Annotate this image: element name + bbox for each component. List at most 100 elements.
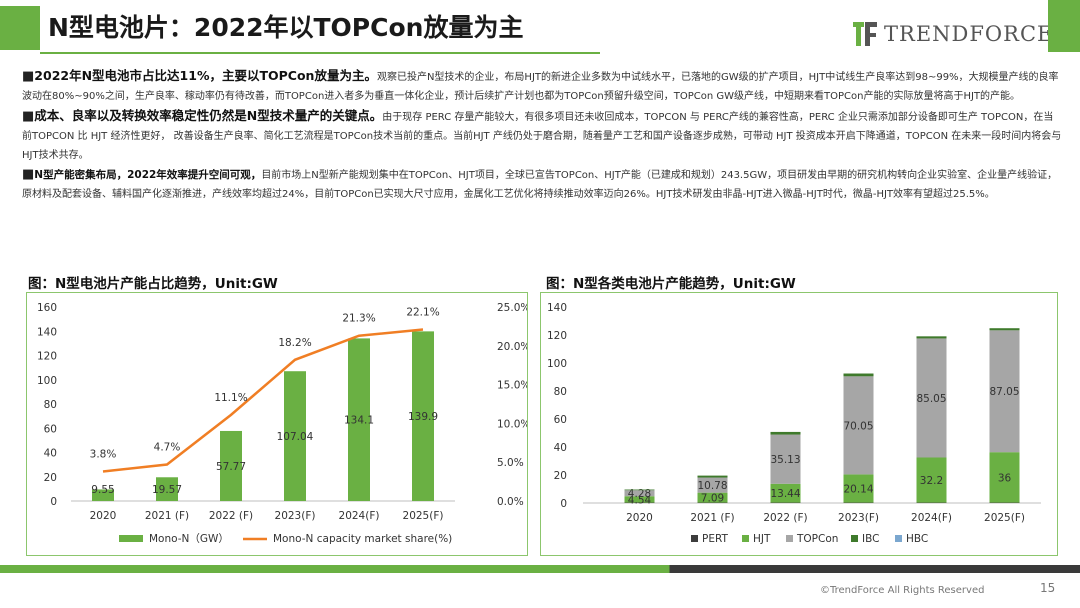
chart1-title: 图：N型电池片产能占比趋势，Unit:GW [28,276,278,292]
page-number: 15 [1040,581,1056,595]
legend-label-ibc: IBC [862,533,879,545]
legend-label-mono-n: Mono-N（GW） [149,533,229,545]
bar-segment-hjt [989,452,1020,503]
bar-data-label: 13.44 [770,488,800,500]
y-tick-label: 20 [44,472,57,484]
x-tick-label: 2024(F) [911,512,952,524]
page-title: N型电池片：2022年以TOPCon放量为主 [48,13,524,42]
legend-swatch-hbc [895,535,902,542]
brand-logo: TrendForce [852,17,1053,51]
y-tick-label: 100 [547,358,567,370]
bar-segment-hjt [770,483,801,503]
bar-segment-ibc [770,431,801,435]
legend-swatch-pert [691,535,698,542]
bar-data-label: 9.55 [91,484,114,496]
line-market-share [102,328,424,473]
bar-data-label: 139.9 [408,411,438,423]
bar-segment-topcon [989,330,1020,453]
title-accent-bar [0,6,40,50]
x-tick-label: 2021 (F) [145,510,189,522]
chart1-svg: 0 20 40 60 80 100 120 140 160 0.0% 5.0% 10.0% 15.0% 2… [37,302,530,545]
line-data-label: 4.7% [154,442,181,454]
legend-swatch-hjt [742,535,749,542]
bar-segment-hjt [697,492,728,503]
paragraph-body: 观察已投产N型技术的企业，布局HJT的新进企业多数为中试线水平，已落地的GW级的… [22,72,1059,102]
chart1-panel: 0 20 40 60 80 100 120 140 160 0.0% 5.0% 10.0% 15.0% 2… [26,292,530,556]
legend-swatch-mono-n [119,535,143,542]
x-tick-label: 2023(F) [838,512,879,524]
bar-data-label: 19.57 [152,484,182,496]
bar-data-label: 134.1 [344,415,374,427]
bar-data-label: 70.05 [843,420,873,432]
bar-data-label: 4.54 [628,494,652,506]
bar-data-label: 7.09 [701,493,724,505]
y-tick-label: 120 [37,351,57,363]
bar-data-label: 36 [998,472,1012,484]
corner-accent [1048,0,1080,52]
legend-label-pert: PERT [702,533,728,545]
line-data-label: 11.1% [214,392,247,404]
y2-tick-label: 20.0% [497,341,527,353]
legend-swatch-topcon [786,535,793,542]
bar-data-label: 4.28 [628,488,651,500]
legend-label-topcon: TOPCon [796,533,838,545]
x-tick-label: 2022 (F) [763,512,807,524]
x-tick-label: 2022 (F) [209,510,253,522]
x-tick-label: 2023(F) [275,510,316,522]
y-tick-label: 160 [37,302,57,314]
bullet-square-icon: ■ [22,109,35,124]
paragraph-body: 目前市场上N型新产能规划集中在TOPCon、HJT项目，全球已宣告TOPCon、… [22,170,1058,200]
bar-mono-n [156,477,178,501]
bar-segment-ibc [989,328,1020,331]
bar-data-label: 85.05 [916,393,946,405]
y2-tick-label: 10.0% [497,418,527,430]
bar-data-label: 107.04 [277,431,314,443]
legend-label-hjt: HJT [753,533,771,545]
bar-data-label: 87.05 [989,386,1019,398]
line-data-label: 18.2% [278,337,311,349]
bar-segment-hjt [624,496,655,503]
footer-band [0,565,1080,573]
copyright-text: ©TrendForce All Rights Reserved [820,585,985,596]
legend-swatch-ibc [851,535,858,542]
paragraph-body: 由于现存 PERC 存量产能较大，有很多项目还未收回成本，TOPCON 与 PE… [22,112,1062,161]
paragraph-1: ■2022年N型电池市占比达11%，主要以TOPCon放量为主。观察已投产N型技… [22,66,1062,106]
bar-segment-ibc [697,475,728,478]
paragraph-3: ■N型产能密集布局，2022年效率提升空间可观，目前市场上N型新产能规划集中在T… [22,165,1062,204]
bar-segment-topcon [624,490,655,497]
summary-paragraphs: ■2022年N型电池市占比达11%，主要以TOPCon放量为主。观察已投产N型技… [22,66,1062,204]
y-tick-label: 140 [37,326,57,338]
chart2-title: 图：N型各类电池片产能趋势，Unit:GW [546,276,796,292]
bar-data-label: 10.78 [697,480,727,492]
x-tick-label: 2020 [626,512,653,524]
y2-tick-label: 5.0% [497,457,524,469]
x-tick-label: 2025(F) [403,510,444,522]
bar-data-label: 20.14 [843,483,873,495]
bar-segment-topcon [770,434,801,484]
y-tick-label: 20 [554,470,567,482]
y-tick-label: 40 [554,442,567,454]
paragraph-lead: 成本、良率以及转换效率稳定性仍然是N型技术量产的关键点。 [34,108,383,123]
bar-segment-topcon [697,477,728,493]
bar-segment-ibc [916,336,947,339]
y-tick-label: 120 [547,330,567,342]
legend-label-hbc: HBC [906,533,928,545]
bar-segment-hjt [843,474,874,503]
y-tick-label: 60 [44,423,57,435]
paragraph-2: ■成本、良率以及转换效率稳定性仍然是N型技术量产的关键点。由于现存 PERC 存… [22,106,1062,165]
line-data-label: 3.8% [90,449,117,461]
x-tick-label: 2021 (F) [690,512,734,524]
paragraph-lead: N型产能密集布局，2022年效率提升空间可观， [34,169,262,181]
chart2-panel: 0 20 40 60 80 100 120 140 2020 2021 (F) 2022 (F) 20… [540,292,1058,556]
y-tick-label: 0 [50,496,57,508]
bar-segment-ibc [624,489,655,491]
y2-tick-label: 25.0% [497,302,527,314]
bar-segment-ibc [843,373,874,377]
bar-mono-n [412,331,434,501]
y-tick-label: 40 [44,448,57,460]
bar-segment-hjt [916,457,947,503]
y2-tick-label: 0.0% [497,496,524,508]
bullet-square-icon: ■ [22,167,35,182]
bar-segment-topcon [916,338,947,458]
x-tick-label: 2025(F) [984,512,1025,524]
